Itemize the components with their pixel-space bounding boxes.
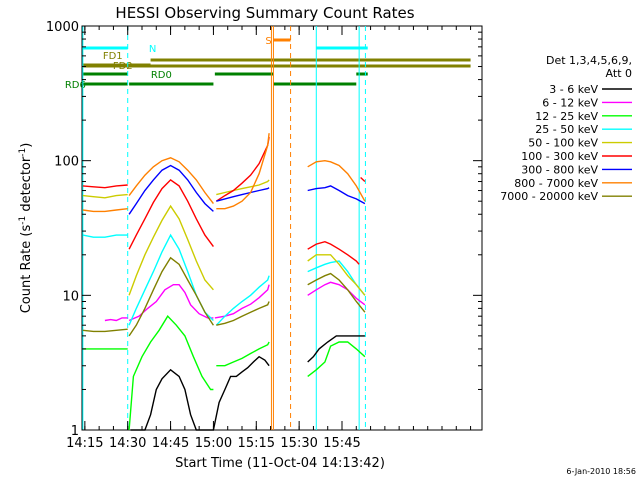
plot-frame — [81, 25, 483, 431]
series-line-3 — [82, 233, 366, 326]
series-line-8 — [82, 256, 366, 337]
x-tick-label: 15:45 — [323, 436, 360, 451]
x-axis-label: Start Time (11-Oct-04 14:13:42) — [175, 456, 385, 471]
status-label-fd1: FD1 — [103, 51, 123, 62]
status-label-rd0: RD0 — [151, 70, 172, 81]
legend-label: 100 - 300 keV — [521, 150, 598, 163]
y-axis-label-main: Count Rate (s — [19, 225, 34, 314]
legend-label: 7000 - 20000 keV — [500, 190, 598, 203]
legend-label: 12 - 25 keV — [535, 110, 598, 123]
series-line-1 — [104, 281, 366, 322]
x-tick-label: 15:15 — [238, 436, 275, 451]
y-tick-label: 1 — [71, 424, 79, 439]
plot-area — [81, 25, 483, 431]
y-axis-label-mid: detector — [19, 156, 34, 216]
x-tick-label: 15:30 — [280, 436, 317, 451]
boundary-lines — [82, 26, 366, 430]
x-tick-label: 14:15 — [66, 436, 103, 451]
y-axis-label-sup1: -1 — [18, 216, 28, 225]
chart-title: HESSI Observing Summary Count Rates — [115, 4, 414, 22]
y-axis-label: Count Rate (s-1 detector-1) — [18, 143, 34, 314]
footer-date: 6-Jan-2010 18:56 — [566, 467, 636, 476]
x-tick-label: 15:00 — [195, 436, 232, 451]
status-label-s: S — [265, 36, 271, 47]
series-line-5 — [82, 136, 366, 265]
legend-label: 300 - 800 keV — [521, 163, 598, 176]
y-axis-label-end: ) — [19, 143, 34, 148]
legend-label: 6 - 12 keV — [542, 96, 598, 109]
legend-label: 800 - 7000 keV — [514, 177, 598, 190]
y-tick-label: 10 — [62, 289, 79, 304]
y-axis-label-sup2: -1 — [18, 148, 28, 157]
series-line-2 — [82, 315, 366, 431]
series-line-0 — [130, 335, 365, 431]
legend-label: 25 - 50 keV — [535, 123, 598, 136]
legend-label: 3 - 6 keV — [549, 83, 598, 96]
series-group — [82, 133, 366, 431]
legend-header-line2: Att 0 — [606, 67, 632, 80]
status-label-n: N — [149, 44, 156, 55]
x-tick-label: 14:45 — [152, 436, 189, 451]
series-line-4 — [82, 179, 366, 296]
x-axis: 14:15 14:30 14:45 15:00 15:15 15:30 15:45 — [66, 26, 472, 451]
status-label-fd2: FD2 — [113, 61, 133, 72]
y-tick-label: 1000 — [46, 20, 79, 35]
y-tick-label: 100 — [54, 155, 79, 170]
legend-header-line1: Det 1,3,4,5,6,9, — [546, 54, 632, 67]
series-line-6 — [128, 164, 366, 215]
y-axis: 1 10 100 1000 — [46, 20, 482, 439]
series-line-7 — [82, 133, 366, 213]
status-label-rd6: RD6 — [65, 80, 86, 91]
x-tick-label: 14:30 — [109, 436, 146, 451]
legend-label: 50 - 100 keV — [528, 137, 598, 150]
